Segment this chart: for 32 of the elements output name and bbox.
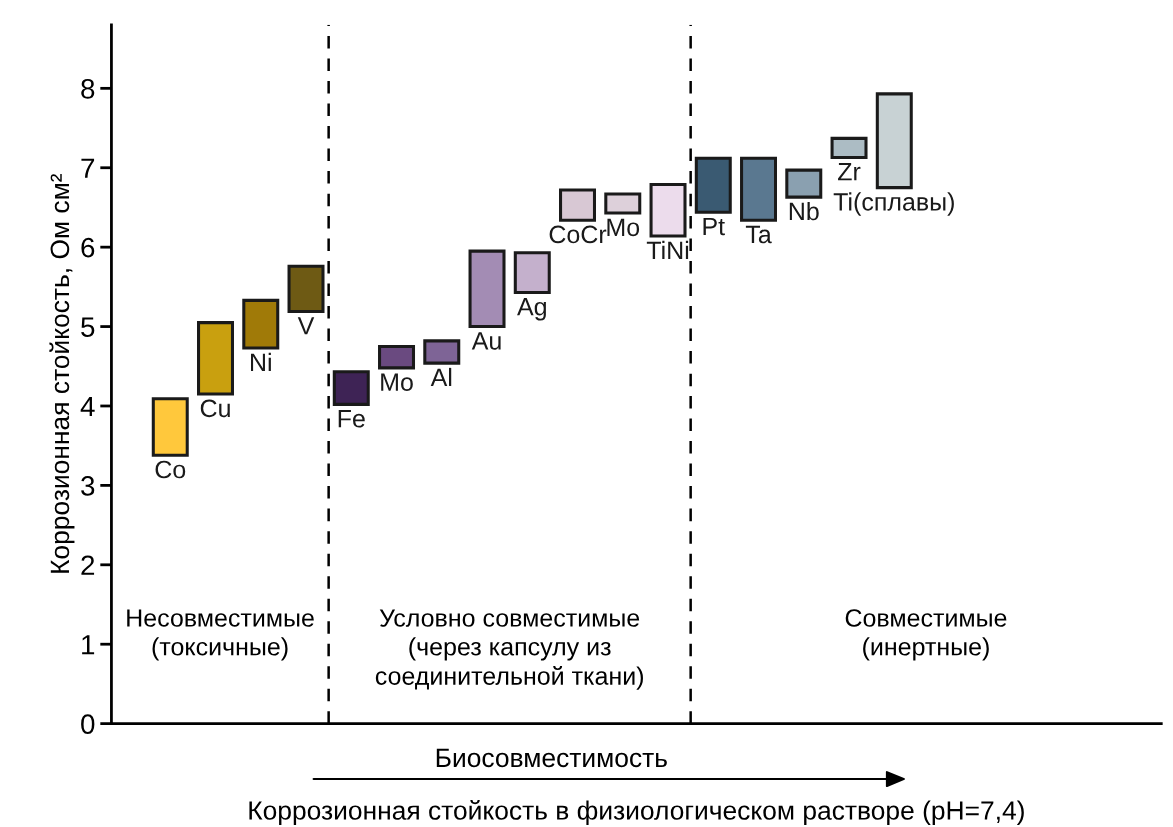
x-tick-label: Ag <box>517 298 546 321</box>
x-tick-label: Cu <box>200 399 230 418</box>
y-tick-label: 0 <box>81 714 95 734</box>
x-tick-label: TiNi <box>646 240 689 259</box>
y-tick-label: 7 <box>81 158 95 178</box>
y-tick-label: 8 <box>81 79 95 99</box>
text: Биосовместимость <box>436 748 667 768</box>
y-axis-title: Коррозионная стойкость, Ом см² <box>49 173 75 573</box>
x-tick-label: V <box>297 317 315 335</box>
annotation: Несовместимые (токсичные) <box>127 609 314 661</box>
y-tick-label: 2 <box>81 555 95 575</box>
x-tick-label: Mo <box>607 218 640 237</box>
y-tick-label: 4 <box>80 396 95 417</box>
x-tick-label: Ti(сплавы) <box>833 192 954 216</box>
y-tick-label: 1 <box>82 635 95 655</box>
y-tick-label: 3 <box>81 476 95 496</box>
x-tick-label: Nb <box>789 201 819 221</box>
x-tick-label: Ni <box>251 352 271 371</box>
x-tick-label: Ta <box>745 225 772 244</box>
x-tick-label: Mo <box>381 373 413 391</box>
annotation: Совместимые (инертные) <box>845 609 1007 661</box>
annotation: Условно совместимые (через капсулу из соединительной ткани) <box>375 609 643 690</box>
y-tick-label: 5 <box>81 317 95 337</box>
x-tick-label: CoCr <box>549 225 607 244</box>
x-axis-title: Коррозионная стойкость в физиологическом растворе (pH=7,4) <box>249 800 1024 826</box>
y-tick-label: 6 <box>81 237 95 258</box>
x-tick-label: Au <box>471 332 501 350</box>
x-tick-label: Co <box>155 460 186 479</box>
x-tick-label: Al <box>430 367 452 386</box>
x-tick-label: Pt <box>703 217 725 236</box>
x-tick-label: Zr <box>838 163 861 181</box>
x-tick-label: Fe <box>338 410 365 428</box>
